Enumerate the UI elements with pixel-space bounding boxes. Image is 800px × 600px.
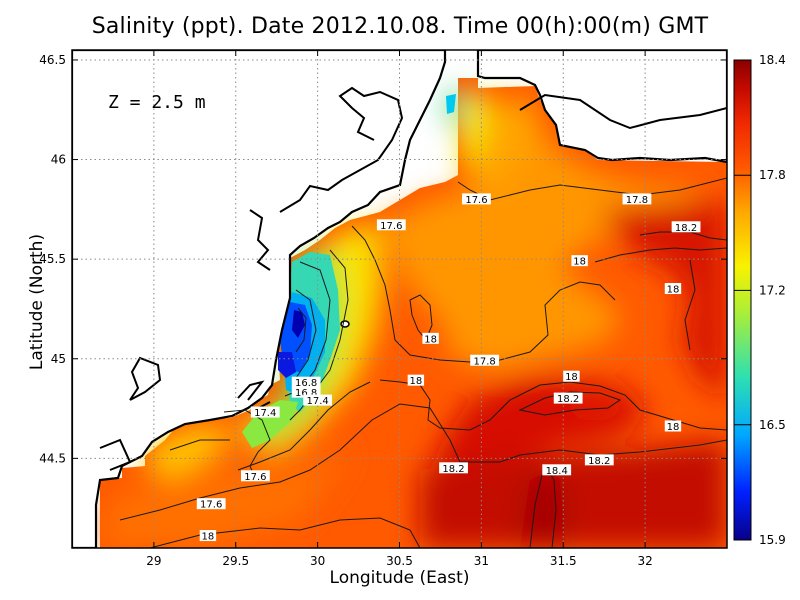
contour-label: 17.8 (470, 354, 500, 367)
svg-text:17.6: 17.6 (465, 195, 487, 206)
y-tick-label: 44.5 (39, 451, 66, 465)
y-tick-label: 46 (51, 153, 66, 167)
colorbar-tick-label: 18.4 (759, 53, 786, 67)
y-axis-label: Latitude (North) (27, 233, 47, 371)
colorbar-tick-label: 17.8 (759, 168, 786, 182)
x-tick-label: 31 (474, 554, 489, 568)
svg-text:18: 18 (410, 376, 423, 387)
contour-label: 18.2 (671, 221, 701, 234)
contour-label: 17.6 (376, 219, 406, 232)
contour-label: 17.6 (462, 193, 491, 206)
svg-text:18: 18 (573, 257, 586, 268)
colorbar-tick-label: 17.2 (759, 283, 786, 297)
contour-label: 18 (422, 332, 439, 345)
contour-label: 16.8 (291, 376, 321, 389)
contour-label: 17.4 (250, 406, 280, 419)
x-tick-label: 32 (637, 554, 652, 568)
x-tick-label: 30 (310, 554, 325, 568)
svg-text:18.2: 18.2 (442, 464, 464, 475)
y-tick-label: 45.5 (39, 252, 66, 266)
svg-text:17.4: 17.4 (254, 408, 276, 419)
contour-label: 18.2 (553, 392, 583, 405)
svg-text:17.6: 17.6 (244, 472, 266, 483)
svg-text:16.8: 16.8 (295, 388, 317, 399)
y-ticks: 44.5 45 45.5 46 46.5 (39, 53, 727, 465)
svg-text:17.6: 17.6 (380, 221, 402, 232)
chart-title: Salinity (ppt). Date 2012.10.08. Time 00… (91, 14, 709, 39)
svg-text:18: 18 (565, 372, 578, 383)
contour-label: 17.8 (622, 193, 652, 206)
contour-label: 18.2 (439, 462, 468, 475)
contour-label: 16.8 (291, 386, 321, 399)
svg-text:17.4: 17.4 (306, 396, 328, 407)
svg-text:17.8: 17.8 (626, 195, 648, 206)
svg-text:18: 18 (667, 285, 680, 296)
x-tick-label: 29.5 (222, 554, 249, 568)
svg-text:17.8: 17.8 (474, 356, 496, 367)
svg-text:17.6: 17.6 (200, 500, 222, 511)
colorbar (733, 59, 752, 541)
contour-label: 18.4 (542, 464, 572, 477)
contour-label: 18 (571, 255, 588, 268)
svg-text:18.4: 18.4 (546, 466, 568, 477)
svg-text:18.2: 18.2 (588, 456, 610, 467)
plot-area: Z = 2.5 m 17.6 17.6 17.8 18.2 18 18 18 17.8 18 18… (72, 50, 727, 548)
y-tick-label: 46.5 (39, 53, 66, 67)
svg-text:18.2: 18.2 (675, 223, 697, 234)
contour-labels: 17.6 17.6 17.8 18.2 18 18 18 17.8 18 18 18.2 18 16.8… (196, 193, 701, 543)
colorbar-tick-label: 16.5 (759, 418, 786, 432)
colorbar-ticks: 15.9 16.5 17.2 17.8 18.4 (734, 53, 786, 547)
contour-label: 18 (563, 370, 580, 383)
contour-label: 17.6 (241, 470, 270, 483)
contour-label: 18 (664, 283, 682, 296)
x-ticks: 29 29.5 30 30.5 31 31.5 32 (146, 50, 653, 568)
contour-label: 18 (664, 420, 682, 433)
coastline-north (476, 50, 727, 164)
contour-label: 18.2 (584, 454, 614, 467)
svg-text:18: 18 (667, 422, 680, 433)
svg-text:16.8: 16.8 (295, 378, 317, 389)
contour-label: 17.6 (196, 498, 226, 511)
x-tick-label: 30.5 (386, 554, 413, 568)
x-axis-label: Longitude (East) (329, 568, 470, 588)
svg-text:18: 18 (424, 334, 437, 345)
colorbar-tick-label: 15.9 (759, 533, 786, 547)
x-tick-label: 29 (146, 554, 161, 568)
x-tick-label: 31.5 (550, 554, 577, 568)
y-tick-label: 45 (51, 352, 66, 366)
depth-label: Z = 2.5 m (108, 92, 206, 113)
contour-label: 18 (407, 374, 425, 387)
contour-label: 18 (199, 530, 217, 543)
contour-label: 17.4 (303, 394, 333, 407)
svg-text:18.2: 18.2 (557, 394, 579, 405)
svg-text:18: 18 (202, 532, 215, 543)
grid (72, 50, 727, 548)
